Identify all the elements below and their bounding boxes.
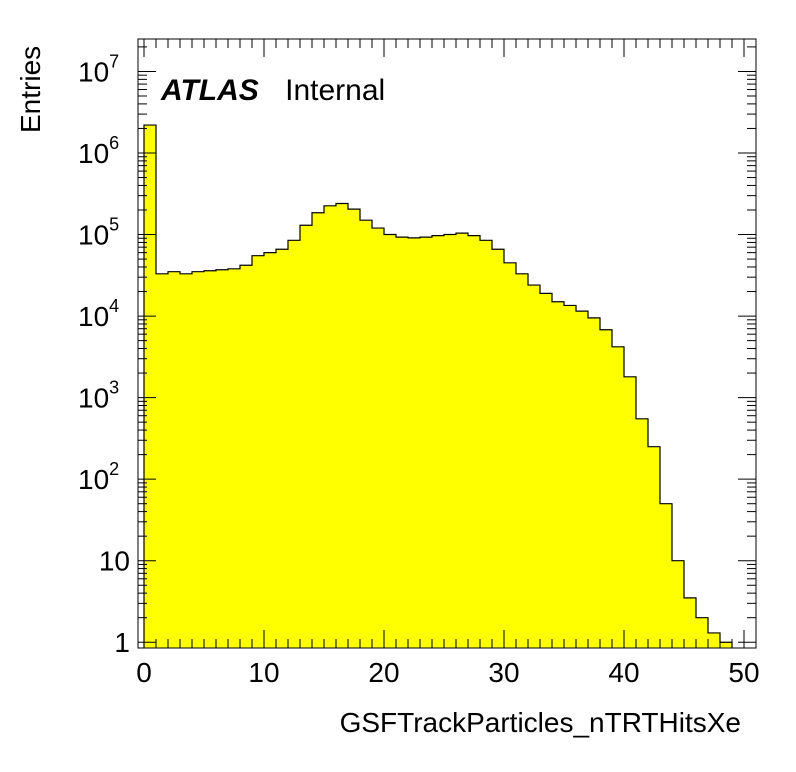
histogram-bin [348, 209, 361, 648]
y-tick-label: 1 [114, 627, 130, 658]
histogram-bin [660, 503, 673, 648]
x-tick-labels: 0 10 20 30 40 50 [136, 657, 759, 688]
histogram-bin [408, 237, 421, 648]
x-tick-label: 40 [608, 657, 639, 688]
y-tick-base: 10 [78, 138, 109, 169]
histogram-bin [624, 376, 637, 648]
y-tick-exponent: 5 [109, 215, 119, 235]
x-tick-label: 20 [368, 657, 399, 688]
histogram-bin [648, 446, 661, 648]
histogram-bin [528, 285, 541, 648]
y-tick-exponent: 3 [109, 378, 119, 398]
y-tick-base: 10 [78, 56, 109, 87]
histogram-bin [192, 271, 205, 648]
histogram-bin [576, 311, 589, 648]
histogram-bin [324, 205, 337, 648]
histogram-bin [456, 233, 469, 649]
histogram-bin [552, 301, 565, 648]
y-tick-exponent: 7 [109, 51, 119, 71]
histogram-bin [444, 234, 457, 648]
histogram-bin [540, 293, 553, 648]
y-tick-label: 103 [78, 378, 119, 414]
y-axis-title: Entries [15, 46, 46, 133]
x-tick-label: 0 [136, 657, 152, 688]
atlas-label-bold: ATLAS [160, 74, 259, 107]
y-tick-label: 102 [78, 459, 119, 495]
histogram-bin [432, 235, 445, 649]
histogram-bin [288, 240, 301, 648]
histogram-bin [204, 270, 217, 648]
y-tick-label: 104 [78, 296, 119, 332]
histogram-bin [396, 237, 409, 648]
histogram-bin [480, 240, 493, 648]
histogram-bin [300, 225, 313, 648]
histogram-bin [252, 255, 265, 648]
histogram-bin [588, 317, 601, 648]
histogram-bin [168, 271, 181, 648]
histogram-bin [420, 237, 433, 648]
y-tick-label: 10 [99, 546, 130, 577]
histogram-bin [720, 642, 733, 648]
y-tick-label: 105 [78, 215, 119, 251]
histogram-bin [684, 597, 697, 648]
histogram-bin [468, 235, 481, 649]
histogram-bin [276, 249, 289, 648]
histogram-bin [516, 273, 529, 648]
histogram-bin [672, 560, 685, 648]
x-tick-label: 10 [248, 657, 279, 688]
plot-frame [137, 38, 757, 649]
histogram-bin [360, 220, 373, 648]
histogram-bars [143, 124, 733, 649]
histogram-bin [504, 262, 517, 648]
histogram-bin [492, 249, 505, 648]
y-tick-label: 106 [78, 133, 119, 169]
histogram-bin [144, 125, 157, 648]
atlas-label: ATLAS Internal [160, 74, 385, 107]
histogram-bin [636, 418, 649, 648]
histogram-bin [312, 212, 325, 649]
x-axis-title: GSFTrackParticles_nTRTHitsXe [340, 707, 741, 738]
y-tick-exponent: 6 [109, 133, 119, 153]
y-tick-exponent: 4 [109, 296, 119, 316]
axis-ticks [138, 39, 757, 648]
y-tick-base: 10 [78, 301, 109, 332]
histogram-bin [228, 268, 241, 648]
y-tick-base: 10 [78, 464, 109, 495]
histogram-bin [600, 329, 613, 648]
histogram-bin [372, 228, 385, 649]
y-tick-label: 107 [78, 51, 119, 87]
atlas-label-internal: Internal [285, 74, 385, 107]
histogram-bin [336, 203, 349, 648]
histogram-bin [696, 617, 709, 648]
histogram-bin [216, 269, 229, 648]
histogram-bin [564, 305, 577, 648]
histogram-bin [612, 346, 625, 648]
x-tick-label: 50 [728, 657, 759, 688]
y-tick-exponent: 2 [109, 459, 119, 479]
histogram-bin [156, 273, 169, 648]
histogram-bin [708, 632, 721, 648]
y-tick-base: 10 [78, 383, 109, 414]
histogram-bin [240, 265, 253, 648]
x-tick-label: 30 [488, 657, 519, 688]
histogram-bin [264, 252, 277, 648]
y-tick-base: 10 [78, 220, 109, 251]
histogram-bin [180, 273, 193, 648]
histogram-bin [384, 234, 397, 648]
histogram-outline [143, 124, 733, 648]
